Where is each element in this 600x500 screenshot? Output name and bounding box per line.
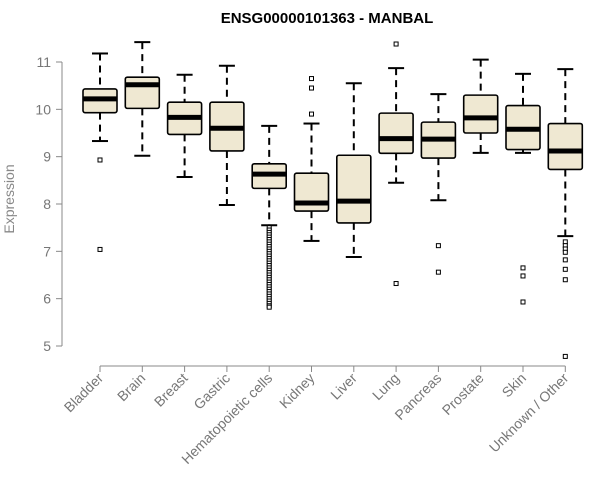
box-iqr	[124, 76, 161, 110]
x-tick-label: Pancreas	[391, 370, 444, 423]
outlier-point	[520, 299, 526, 305]
x-tick-label: Kidney	[276, 370, 318, 412]
y-tick-label: 7	[43, 243, 51, 259]
outlier-point	[309, 85, 314, 91]
y-tick-label: 11	[36, 54, 51, 70]
outlier-point	[309, 76, 314, 82]
x-tick-label: Skin	[499, 370, 530, 401]
x-tick-label: Lung	[369, 370, 402, 403]
outlier-point	[562, 257, 568, 263]
box-iqr	[378, 112, 414, 155]
outlier-point	[562, 277, 568, 283]
box-iqr	[462, 94, 499, 134]
x-tick-label: Brain	[114, 370, 148, 404]
outlier-point	[393, 281, 399, 287]
outlier-point	[393, 41, 399, 47]
y-tick-label: 8	[43, 196, 51, 212]
outlier-point	[562, 353, 568, 359]
x-tick-label: Prostate	[439, 370, 487, 418]
outlier-point	[97, 157, 103, 163]
y-tick-label: 9	[43, 149, 51, 165]
y-tick-label: 10	[35, 101, 51, 117]
outlier-point	[520, 273, 526, 279]
outlier-point	[97, 246, 103, 252]
box-iqr	[547, 122, 584, 171]
outlier-point	[562, 249, 568, 255]
box-iqr	[335, 154, 372, 224]
outlier-point	[435, 243, 441, 249]
y-tick-label: 6	[43, 291, 51, 307]
outlier-point	[562, 266, 568, 272]
outlier-point	[520, 265, 526, 271]
outlier-point	[309, 111, 314, 117]
x-tick-label: Unknown / Other	[486, 370, 572, 456]
chart-title: ENSG00000101363 - MANBAL	[221, 10, 434, 27]
outlier-point	[435, 269, 441, 275]
y-tick-label: 5	[43, 338, 51, 354]
outlier-point	[266, 304, 272, 310]
x-tick-label: Bladder	[61, 370, 107, 416]
x-tick-label: Liver	[327, 370, 360, 403]
y-axis-title: Expression	[1, 164, 17, 233]
x-tick-label: Breast	[151, 370, 191, 410]
